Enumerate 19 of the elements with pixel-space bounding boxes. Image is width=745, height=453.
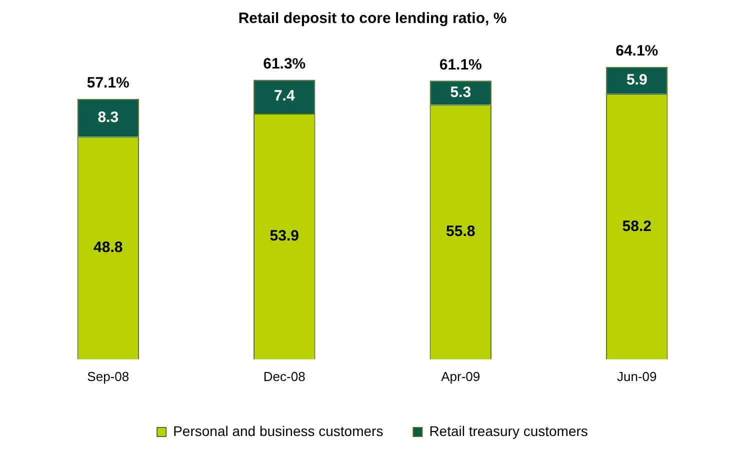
legend-label: Personal and business customers (173, 422, 384, 439)
data-label: 53.9 (270, 228, 299, 245)
data-label: 5.9 (626, 72, 648, 89)
total-label: 61.3% (263, 55, 306, 72)
x-tick-label: Apr-09 (441, 368, 480, 384)
data-label: 8.3 (98, 108, 119, 126)
x-tick-label: Sep-08 (87, 368, 130, 384)
total-label: 64.1% (616, 42, 658, 60)
data-label: 7.4 (274, 88, 296, 105)
legend-label: Retail treasury customers (429, 422, 588, 439)
data-label: 55.8 (446, 223, 476, 240)
x-tick-label: Jun-09 (617, 368, 657, 384)
total-label: 61.1% (439, 56, 482, 74)
data-label: 48.8 (94, 239, 123, 256)
x-tick-label: Dec-08 (263, 368, 306, 384)
chart-title: Retail deposit to core lending ratio, % (238, 10, 507, 28)
data-label: 58.2 (622, 218, 652, 235)
data-label: 5.3 (450, 84, 472, 101)
total-label: 57.1% (86, 74, 130, 92)
